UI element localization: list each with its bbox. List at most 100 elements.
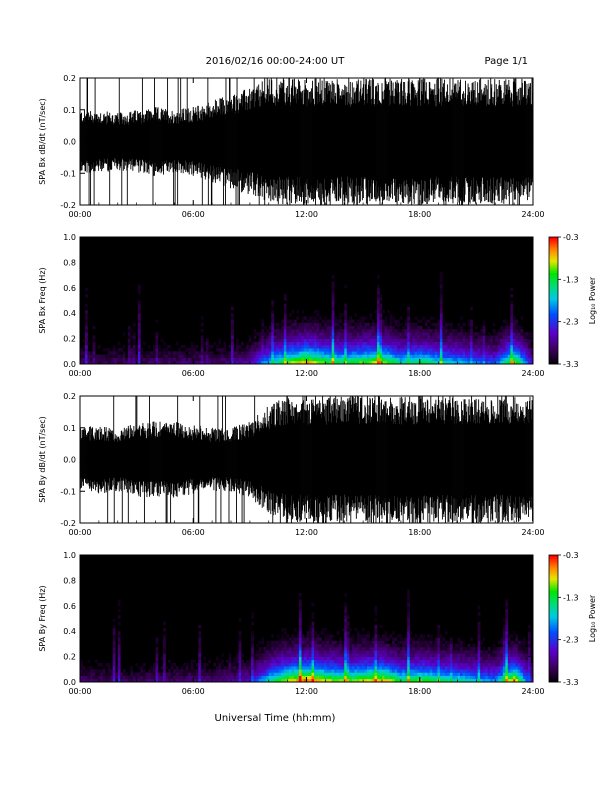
- spectrogram-cell: [210, 351, 214, 355]
- spectrogram-cell: [231, 344, 234, 349]
- spectrogram-cell: [314, 322, 317, 327]
- spectrogram-cell: [379, 322, 383, 327]
- spectrogram-cell: [336, 678, 340, 683]
- spectrogram-cell: [311, 615, 315, 619]
- spectrogram-cell: [135, 348, 139, 352]
- spectrogram-cell: [180, 678, 184, 683]
- spectrogram-cell: [505, 325, 509, 330]
- spectrogram-cell: [281, 650, 285, 654]
- spectrogram-cell: [437, 341, 441, 346]
- spectrogram-cell: [185, 360, 189, 365]
- spectrogram-cell: [281, 653, 285, 657]
- spectrogram-cell: [193, 659, 197, 664]
- spectrogram-cell: [387, 357, 390, 362]
- spectrogram-cell: [155, 666, 159, 670]
- spectrogram-cell: [444, 357, 448, 362]
- spectrogram-cell: [397, 341, 400, 346]
- spectrogram-cell: [442, 354, 446, 358]
- spectrogram-cell: [485, 348, 488, 352]
- spectrogram-cell: [283, 640, 287, 645]
- spectrogram-cell: [251, 640, 254, 645]
- spectrogram-cell: [344, 351, 348, 355]
- spectrogram-cell: [281, 338, 285, 343]
- spectrogram-cell: [261, 637, 265, 642]
- spectrogram-cell: [301, 659, 305, 664]
- spectrogram-cell: [379, 313, 383, 317]
- spectrogram-cell: [462, 348, 466, 352]
- spectrogram-cell: [382, 329, 385, 333]
- spectrogram-cell: [278, 348, 282, 352]
- spectrogram-cell: [283, 675, 287, 680]
- spectrogram-cell: [475, 325, 478, 330]
- spectrogram-cell: [306, 637, 310, 642]
- spectrogram-cell: [397, 338, 400, 343]
- spectrogram-cell: [339, 675, 343, 680]
- spectrogram-cell: [90, 675, 93, 680]
- spectrogram-cell: [482, 322, 486, 327]
- spectrogram-cell: [382, 338, 385, 343]
- spectrogram-cell: [97, 354, 101, 358]
- spectrogram-cell: [525, 360, 529, 365]
- spectrogram-cell: [286, 351, 290, 355]
- spectrogram-cell: [316, 675, 320, 680]
- spectrogram-cell: [231, 675, 234, 680]
- spectrogram-cell: [271, 634, 275, 638]
- spectrogram-cell: [298, 647, 302, 651]
- spectrogram-cell: [359, 341, 363, 346]
- spectrogram-cell: [155, 650, 159, 654]
- spectrogram-cell: [326, 637, 330, 642]
- spectrogram-cell: [152, 678, 156, 683]
- spectrogram-cell: [276, 653, 280, 657]
- spectrogram-cell: [228, 659, 232, 664]
- spectrogram-cell: [258, 675, 262, 680]
- spectrogram-cell: [341, 313, 345, 317]
- spectrogram-cell: [168, 351, 171, 355]
- spectrogram-cell: [409, 351, 413, 355]
- spectrogram-cell: [306, 325, 310, 330]
- spectrogram-cell: [502, 319, 506, 324]
- spectrogram-cell: [517, 329, 521, 333]
- spectrogram-cell: [394, 354, 398, 358]
- spectrogram-cell: [366, 354, 370, 358]
- spectrogram-cell: [251, 351, 254, 355]
- spectrogram-cell: [311, 672, 315, 676]
- spectrogram-cell: [85, 310, 88, 314]
- panel-by-dbdt: 00:00 06:00 12:00 18:00 24:000.20.10.0-0.1-0…: [38, 392, 545, 537]
- spectrogram-cell: [200, 322, 204, 327]
- spectrogram-cell: [369, 360, 373, 365]
- spectrogram-cell: [366, 332, 370, 336]
- spectrogram-cell: [522, 338, 526, 343]
- spectrogram-cell: [158, 344, 161, 349]
- spectrogram-cell: [301, 643, 305, 648]
- spectrogram-cell: [225, 357, 229, 362]
- spectrogram-cell: [82, 669, 86, 673]
- spectrogram-cell: [475, 338, 478, 343]
- spectrogram-cell: [409, 360, 413, 365]
- spectrogram-cell: [236, 344, 239, 349]
- spectrogram-cell: [198, 637, 202, 642]
- spectrogram-cell: [424, 319, 428, 324]
- spectrogram-cell: [465, 344, 468, 349]
- spectrogram-cell: [354, 335, 358, 339]
- spectrogram-cell: [309, 678, 312, 683]
- spectrogram-cell: [336, 338, 340, 343]
- spectrogram-cell: [248, 672, 252, 676]
- spectrogram-cell: [298, 338, 302, 343]
- spectrogram-cell: [231, 306, 234, 311]
- spectrogram-cell: [198, 653, 202, 657]
- spectrogram-cell: [152, 348, 156, 352]
- spectrogram-cell: [422, 360, 426, 365]
- spectrogram-cell: [273, 344, 277, 349]
- spectrogram-cell: [492, 341, 496, 346]
- spectrogram-cell: [273, 360, 277, 365]
- spectrogram-cell: [190, 344, 194, 349]
- spectrogram-cell: [331, 640, 335, 645]
- spectrogram-cell: [258, 666, 262, 670]
- spectrogram-cell: [376, 294, 380, 298]
- spectrogram-cell: [298, 354, 302, 358]
- spectrogram-cell: [288, 640, 292, 645]
- spectrogram-cell: [283, 297, 287, 301]
- spectrogram-cell: [268, 341, 272, 346]
- spectrogram-cell: [522, 357, 526, 362]
- spectrogram-cell: [293, 640, 297, 645]
